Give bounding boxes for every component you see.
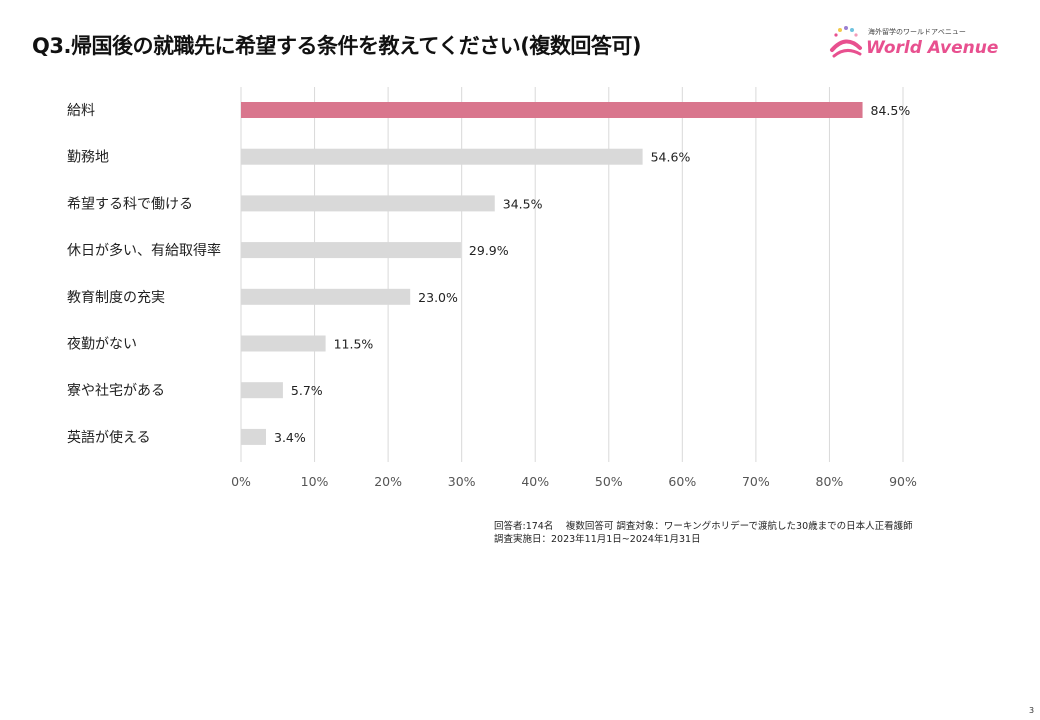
logo-wordmark: World Avenue	[866, 38, 999, 58]
x-tick-label: 10%	[301, 474, 329, 489]
category-label: 希望する科で働ける	[67, 196, 193, 212]
bar	[241, 242, 461, 259]
category-label: 英語が使える	[67, 429, 151, 446]
bar	[241, 195, 495, 212]
x-tick-label: 50%	[595, 474, 623, 489]
category-label: 勤務地	[67, 150, 109, 166]
world-avenue-logo-icon	[830, 26, 862, 58]
category-label: 夜勤がない	[67, 337, 137, 353]
x-tick-label: 30%	[448, 474, 476, 489]
value-label: 29.9%	[469, 243, 509, 258]
survey-note-respondents: 回答者:174名 複数回答可 調査対象：ワーキングホリデーで渡航した30歳までの…	[494, 521, 913, 532]
x-tick-label: 90%	[889, 474, 917, 489]
bar-chart: 0% 10% 20% 30% 40% 50% 60% 70% 80% 90% 給料 84.5% 勤務地 5…	[67, 87, 917, 489]
x-tick-label: 60%	[668, 474, 696, 489]
x-tick-label: 80%	[816, 474, 844, 489]
bar	[241, 382, 283, 399]
bar	[241, 148, 643, 165]
logo-subtitle: 海外留学のワールドアベニュー	[868, 28, 966, 36]
value-label: 3.4%	[274, 430, 306, 445]
category-label: 休日が多い、有給取得率	[67, 242, 221, 259]
value-label: 84.5%	[871, 103, 911, 118]
x-tick-label: 70%	[742, 474, 770, 489]
category-label: 寮や社宅がある	[67, 382, 165, 399]
value-label: 5.7%	[291, 383, 323, 398]
x-tick-label: 20%	[374, 474, 402, 489]
x-tick-label: 40%	[521, 474, 549, 489]
category-label: 給料	[67, 103, 95, 119]
brand-logo: 海外留学のワールドアベニュー World Avenue	[826, 24, 999, 64]
bar	[241, 428, 267, 445]
bar	[241, 288, 411, 305]
page-number: 3	[1029, 706, 1035, 715]
value-label: 54.6%	[651, 150, 691, 165]
category-label: 教育制度の充実	[67, 290, 165, 306]
value-label: 23.0%	[418, 290, 458, 305]
x-tick-label: 0%	[231, 474, 251, 489]
value-label: 34.5%	[503, 196, 543, 211]
value-label: 11.5%	[334, 337, 374, 352]
page-title: Q3.帰国後の就職先に希望する条件を教えてください(複数回答可)	[32, 34, 641, 58]
survey-note-date: 調査実施日：2023年11月1日~2024年1月31日	[494, 534, 701, 545]
bar	[241, 102, 863, 118]
bar	[241, 335, 326, 352]
